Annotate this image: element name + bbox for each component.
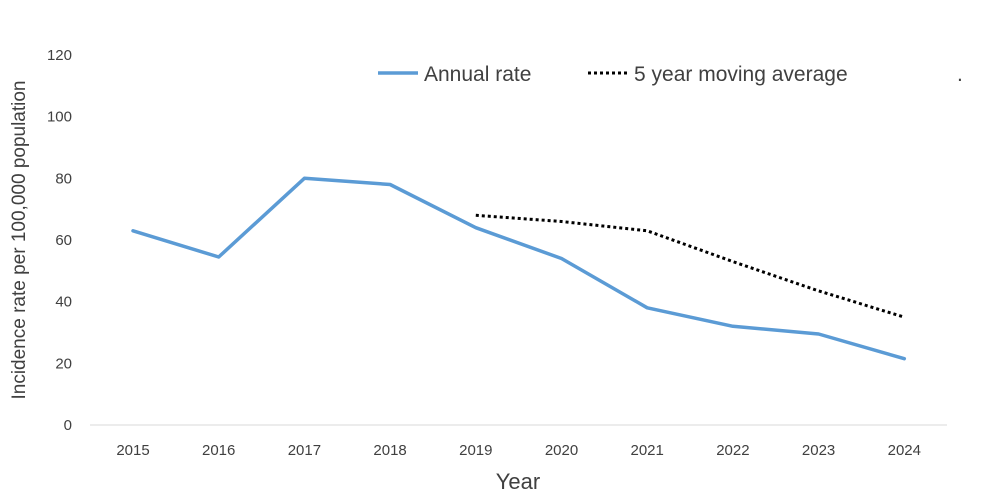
- y-tick-label: 0: [64, 417, 72, 434]
- data-point-annual-rate: [903, 357, 906, 360]
- y-tick-label: 40: [55, 294, 72, 311]
- y-axis-title: Incidence rate per 100,000 population: [9, 80, 30, 399]
- x-axis-title: Year: [496, 469, 540, 494]
- y-axis-ticks: 0 20 40 60 80 100 120: [47, 47, 72, 434]
- data-point-moving-average: [646, 229, 649, 232]
- data-point-annual-rate: [217, 255, 220, 258]
- data-point-annual-rate: [646, 306, 649, 309]
- data-point-moving-average: [474, 214, 477, 217]
- data-point-annual-rate: [389, 183, 392, 186]
- series-line-annual-rate: [131, 176, 907, 361]
- data-point-annual-rate: [731, 325, 734, 328]
- x-tick-label: 2023: [802, 442, 835, 459]
- x-tick-label: 2021: [631, 442, 664, 459]
- x-tick-label: 2017: [288, 442, 321, 459]
- data-point-annual-rate: [474, 226, 477, 229]
- y-tick-label: 80: [55, 170, 72, 187]
- y-tick-label: 20: [55, 355, 72, 372]
- x-tick-label: 2019: [459, 442, 492, 459]
- data-point-annual-rate: [303, 177, 306, 180]
- data-point-moving-average: [903, 316, 906, 319]
- x-tick-label: 2015: [116, 442, 149, 459]
- data-point-moving-average: [731, 260, 734, 263]
- x-axis-ticks: 2015 2016 2017 2018 2019 2020 2021 2022 2023 2024: [116, 442, 921, 459]
- x-tick-label: 2022: [716, 442, 749, 459]
- y-tick-label: 100: [47, 109, 72, 126]
- x-tick-label: 2020: [545, 442, 578, 459]
- data-point-moving-average: [560, 220, 563, 223]
- data-point-annual-rate: [560, 257, 563, 260]
- data-point-annual-rate: [132, 229, 135, 232]
- series-layer: [131, 176, 907, 361]
- legend-label-annual-rate: Annual rate: [424, 63, 531, 86]
- y-tick-label: 60: [55, 232, 72, 249]
- legend-label-moving-average: 5 year moving average: [634, 63, 848, 86]
- series-line-moving-average: [475, 213, 905, 319]
- x-tick-label: 2016: [202, 442, 235, 459]
- data-point-annual-rate: [817, 333, 820, 336]
- data-point-moving-average: [817, 289, 820, 292]
- legend: Annual rate 5 year moving average .: [378, 63, 963, 86]
- y-tick-label: 120: [47, 47, 72, 64]
- x-tick-label: 2024: [888, 442, 921, 459]
- legend-note: .: [957, 63, 963, 86]
- x-tick-label: 2018: [373, 442, 406, 459]
